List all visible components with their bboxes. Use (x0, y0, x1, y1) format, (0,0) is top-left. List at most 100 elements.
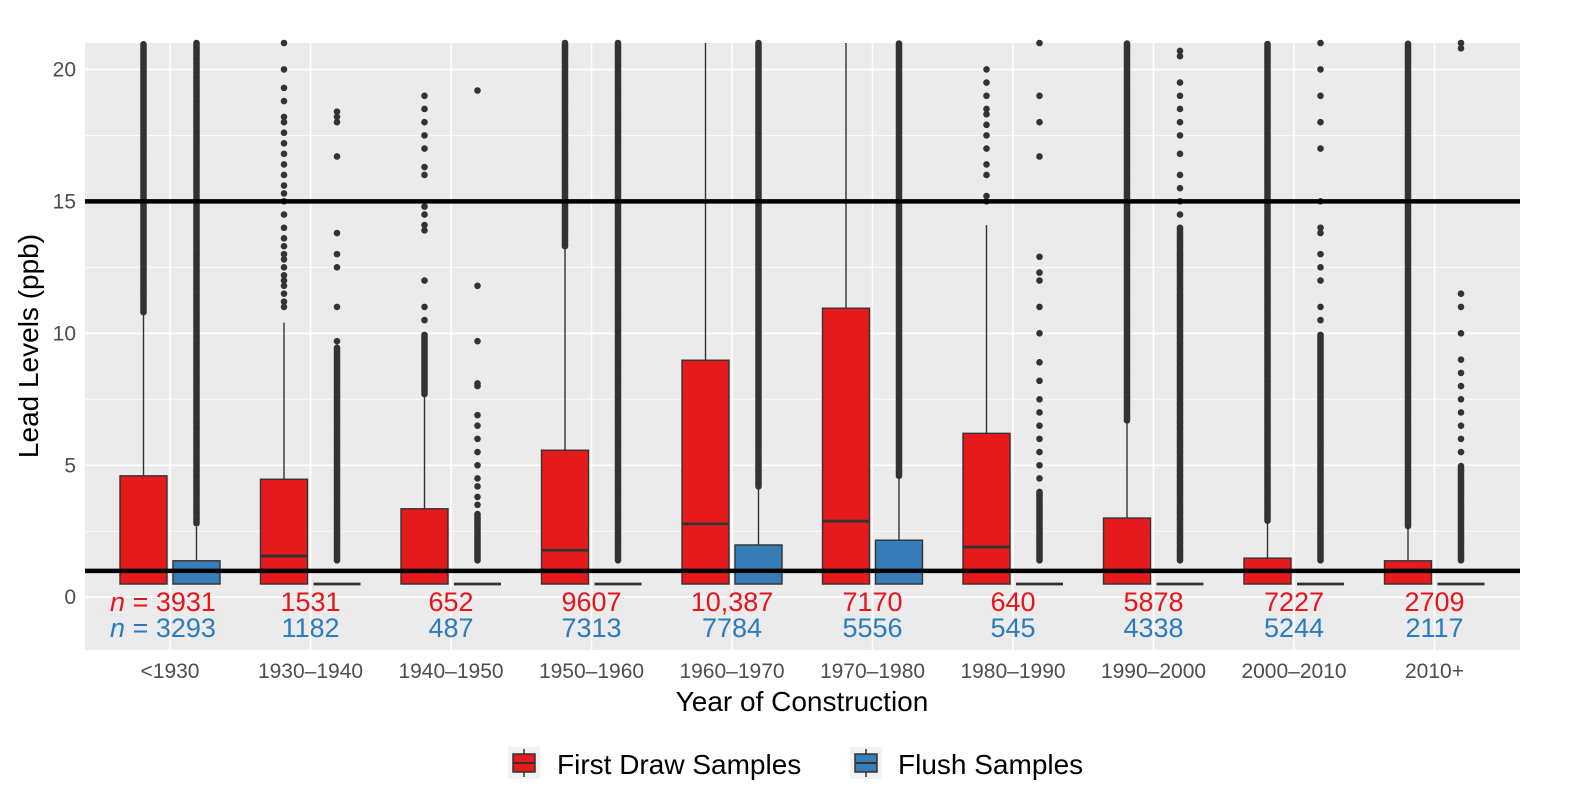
outlier-point (983, 161, 990, 168)
outlier-point (280, 97, 288, 105)
outlier-point (983, 92, 990, 100)
x-tick-label: <1930 (141, 660, 200, 683)
outlier-point (983, 105, 990, 113)
n-label: 2117 (1405, 613, 1463, 643)
x-tick-label: 1930–1940 (258, 660, 363, 683)
box-first-draw (962, 66, 1011, 585)
outlier-point (1457, 462, 1465, 470)
outlier-point (474, 510, 481, 518)
n-value: 487 (428, 613, 473, 643)
outlier-point (333, 337, 341, 345)
outlier-point (140, 41, 147, 48)
box-body (540, 449, 590, 585)
n-value: 640 (990, 587, 1035, 617)
outlier-point (983, 192, 990, 200)
outlier-point (474, 337, 481, 345)
outlier-point (1457, 448, 1465, 456)
outlier-point (421, 331, 428, 339)
n-symbol: n (110, 613, 125, 643)
gridlines (85, 43, 1520, 650)
outlier-point (280, 264, 288, 271)
x-tick-label: 1940–1950 (398, 660, 503, 683)
outlier-point (1317, 277, 1324, 284)
n-value: 5556 (842, 613, 902, 643)
outlier-point (333, 153, 341, 160)
outlier-point (983, 66, 990, 73)
outlier-point (1036, 153, 1043, 160)
x-tick-label: 1980–1990 (960, 660, 1065, 683)
box-first-draw (540, 39, 590, 585)
outlier-point (474, 483, 481, 490)
n-value: 7227 (1264, 587, 1324, 617)
n-label: 9607 (561, 587, 621, 617)
n-value: 2709 (1404, 587, 1464, 617)
outlier-point (561, 39, 569, 47)
box-first-draw (259, 39, 309, 585)
outlier-point (1176, 132, 1184, 139)
outlier-point (983, 171, 990, 179)
outlier-point (1176, 171, 1184, 179)
legend-item-flush[interactable]: Flush Samples (850, 747, 1083, 780)
n-label: n = 3293 (110, 613, 216, 643)
x-axis-title: Year of Construction (676, 686, 929, 717)
outlier-point (1457, 369, 1465, 377)
legend-item-first-draw[interactable]: First Draw Samples (508, 747, 801, 780)
outlier-point (1317, 92, 1324, 100)
outlier-point (1176, 47, 1184, 55)
outlier-point (280, 298, 288, 305)
legend-label-flush: Flush Samples (898, 749, 1083, 780)
outlier-point (1457, 382, 1465, 390)
boxes (119, 39, 1485, 586)
outlier-point (421, 221, 428, 229)
x-tick-label: 2000–2010 (1241, 660, 1346, 683)
outlier-point (1176, 118, 1184, 126)
outlier-point (474, 411, 481, 419)
y-tick-label: 20 (53, 58, 76, 81)
outlier-point (1317, 250, 1324, 258)
n-value: 7170 (842, 587, 902, 617)
outlier-point (474, 380, 481, 387)
y-tick-label: 5 (64, 454, 76, 477)
box-body (962, 432, 1011, 585)
outlier-point (474, 435, 481, 443)
outlier-point (1036, 359, 1043, 366)
outlier-point (1317, 316, 1324, 324)
outlier-point (1036, 253, 1043, 261)
x-tick-labels: <1930 1930–1940 1940–1950 1950–1960 1960–197… (141, 660, 1464, 683)
y-tick-label: 10 (53, 322, 76, 345)
box-flush (1297, 39, 1344, 586)
n-labels: n = 3931 1531 652 9607 10,387 7170 640 5878 7227… (110, 587, 1464, 643)
n-label: 652 (428, 587, 473, 617)
outlier-point (474, 448, 481, 456)
outlier-point (983, 110, 990, 118)
outlier-point (1457, 290, 1465, 298)
outlier-point (280, 211, 288, 218)
outlier-point (280, 271, 288, 279)
n-equals: = (125, 587, 156, 617)
outlier-point (280, 39, 288, 47)
outlier-point (421, 105, 428, 113)
outlier-point (1036, 461, 1043, 469)
outlier-point (614, 39, 622, 47)
outlier-point (421, 132, 428, 139)
outlier-point (1036, 435, 1043, 443)
outlier-point (1036, 277, 1043, 284)
outlier-point (333, 250, 341, 258)
outlier-point (1317, 303, 1324, 311)
n-label: 1182 (281, 613, 339, 643)
n-value: 10,387 (691, 587, 774, 617)
outlier-point (1457, 356, 1465, 363)
outlier-point (1036, 475, 1043, 482)
outlier-point (1036, 118, 1043, 126)
outlier-point (474, 501, 481, 509)
outlier-point (333, 108, 341, 115)
n-value: 7784 (702, 613, 762, 643)
outlier-point (421, 92, 428, 100)
outlier-point (1036, 39, 1043, 47)
outlier-point (1404, 40, 1412, 48)
outlier-point (474, 475, 481, 482)
y-tick-label: 0 (64, 586, 76, 609)
n-label: 5878 (1123, 587, 1183, 617)
box-first-draw (1243, 40, 1292, 585)
outlier-point (280, 303, 288, 311)
